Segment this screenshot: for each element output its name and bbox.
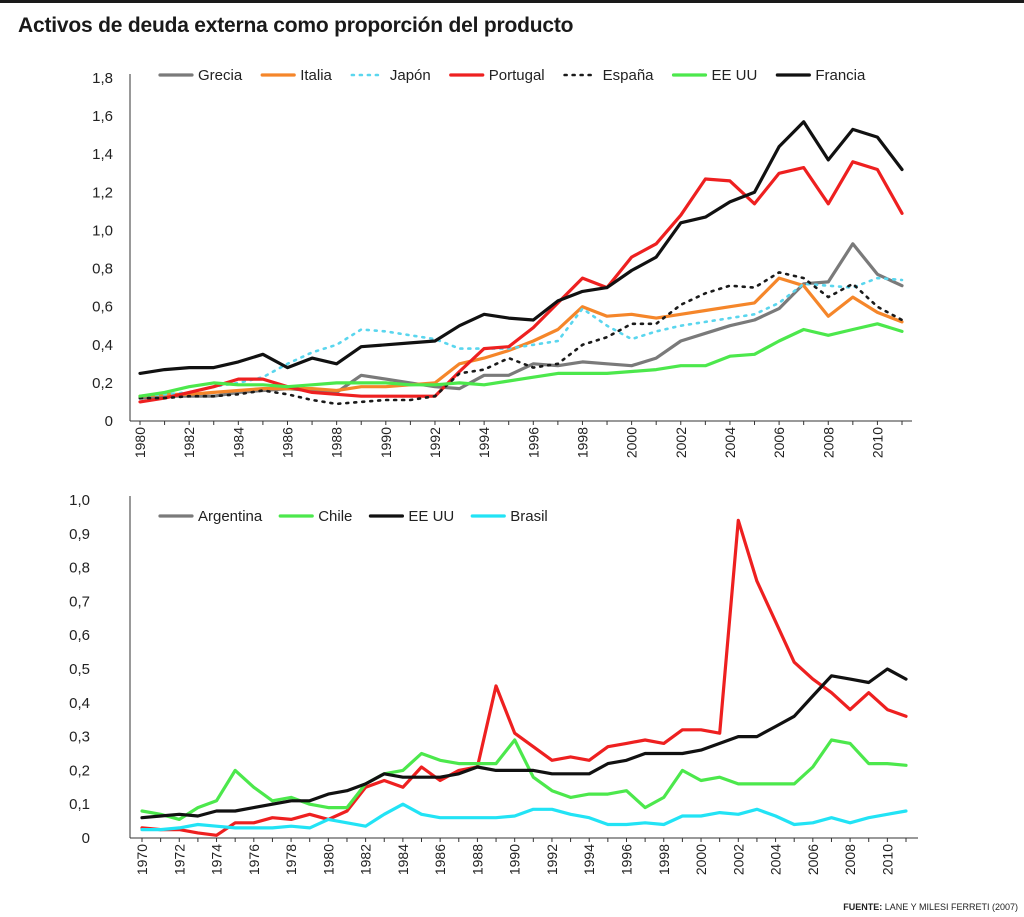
series-line-japon <box>138 276 904 398</box>
x-tick-label: 2002 <box>673 427 689 458</box>
legend-label: EE UU <box>712 67 758 84</box>
x-tick-label: 1992 <box>427 427 443 458</box>
x-tick-label: 2006 <box>771 427 787 458</box>
series-line-ee-uu <box>138 322 904 398</box>
y-tick-label: 0,2 <box>92 375 113 392</box>
y-tick-label: 1,2 <box>92 184 113 201</box>
source-label: FUENTE: <box>843 902 883 912</box>
series-line-argentina <box>140 518 908 837</box>
source-note: FUENTE: LANE Y MILESI FERRETI (2007) <box>843 902 1018 912</box>
series-line-ee-uu <box>140 667 908 820</box>
x-tick-label: 1994 <box>581 844 597 875</box>
x-tick-label: 1984 <box>230 427 246 458</box>
x-tick-label: 2000 <box>693 844 709 875</box>
x-tick-label: 2000 <box>624 427 640 458</box>
x-tick-label: 1990 <box>507 844 523 875</box>
y-tick-label: 0,4 <box>92 337 113 354</box>
y-tick-label: 0,3 <box>69 729 90 746</box>
x-tick-label: 1982 <box>358 844 374 875</box>
series-line-francia <box>138 120 904 375</box>
y-tick-label: 0,7 <box>69 593 90 610</box>
y-tick-label: 0,9 <box>69 526 90 543</box>
x-tick-label: 2008 <box>842 844 858 875</box>
series-line-portugal <box>138 160 904 404</box>
x-tick-label: 1988 <box>329 427 345 458</box>
x-tick-label: 1980 <box>320 844 336 875</box>
y-tick-label: 0,6 <box>92 299 113 316</box>
y-tick-label: 1,4 <box>92 146 113 163</box>
x-tick-label: 1980 <box>132 427 148 458</box>
x-tick-label: 1990 <box>378 427 394 458</box>
series-line-grecia <box>138 242 904 400</box>
x-tick-label: 1984 <box>395 844 411 875</box>
y-tick-label: 0,2 <box>69 762 90 779</box>
series-line-chile <box>140 738 908 821</box>
y-tick-label: 0 <box>105 413 113 430</box>
y-tick-label: 1,0 <box>92 222 113 239</box>
y-tick-label: 0,8 <box>69 560 90 577</box>
legend-label: Argentina <box>198 508 263 525</box>
x-tick-label: 2010 <box>879 844 895 875</box>
series-line-brasil <box>140 802 908 832</box>
x-tick-label: 1996 <box>525 427 541 458</box>
y-tick-label: 1,0 <box>69 492 90 509</box>
legend-label: España <box>603 67 655 84</box>
x-tick-label: 1974 <box>209 844 225 875</box>
x-tick-label: 1978 <box>283 844 299 875</box>
series-line-italia <box>138 276 904 398</box>
x-tick-label: 2004 <box>768 844 784 875</box>
top-line-chart: 0 0,2 0,4 0,6 0,8 1,0 1,2 1,4 1,6 1,8 1980 1982 1984… <box>92 67 912 458</box>
x-tick-label: 1994 <box>476 427 492 458</box>
x-tick-label: 1992 <box>544 844 560 875</box>
x-tick-label: 1972 <box>171 844 187 875</box>
y-tick-label: 0 <box>82 830 90 847</box>
x-tick-label: 2002 <box>730 844 746 875</box>
legend-label: EE UU <box>408 508 454 525</box>
x-tick-label: 2010 <box>869 427 885 458</box>
x-tick-label: 1988 <box>469 844 485 875</box>
x-tick-label: 1976 <box>246 844 262 875</box>
x-tick-label: 2008 <box>820 427 836 458</box>
x-tick-label: 2006 <box>805 844 821 875</box>
x-tick-label: 2004 <box>722 427 738 458</box>
y-tick-label: 1,8 <box>92 70 113 87</box>
chart-title: Activos de deuda externa como proporción… <box>18 14 574 37</box>
legend-label: Grecia <box>198 67 243 84</box>
x-tick-label: 1998 <box>656 844 672 875</box>
legend-label: Portugal <box>489 67 545 84</box>
y-tick-label: 0,6 <box>69 627 90 644</box>
legend-label: Japón <box>390 67 431 84</box>
source-text: LANE Y MILESI FERRETI (2007) <box>884 902 1018 912</box>
legend-label: Italia <box>300 67 332 84</box>
y-tick-label: 0,1 <box>69 796 90 813</box>
x-tick-label: 1970 <box>134 844 150 875</box>
x-tick-label: 1986 <box>279 427 295 458</box>
x-tick-label: 1982 <box>181 427 197 458</box>
legend-label: Chile <box>318 508 352 525</box>
x-tick-label: 1998 <box>574 427 590 458</box>
y-tick-label: 1,6 <box>92 108 113 125</box>
legend-label: Brasil <box>510 508 548 525</box>
top-rule <box>0 0 1024 3</box>
y-tick-label: 0,4 <box>69 695 90 712</box>
bottom-line-chart: 0 0,1 0,2 0,3 0,4 0,5 0,6 0,7 0,8 0,9 1,0 1970 1972 1… <box>69 492 918 875</box>
y-tick-label: 0,5 <box>69 661 90 678</box>
legend-label: Francia <box>815 67 866 84</box>
series-line-espana <box>138 271 904 406</box>
x-tick-label: 1996 <box>618 844 634 875</box>
y-tick-label: 0,8 <box>92 261 113 278</box>
x-tick-label: 1986 <box>432 844 448 875</box>
